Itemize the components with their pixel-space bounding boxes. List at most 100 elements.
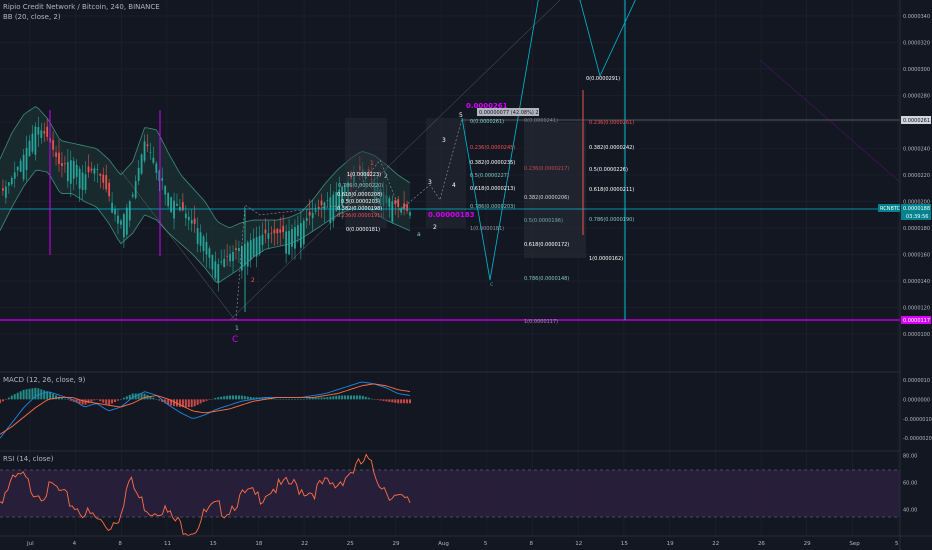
macd-bar xyxy=(332,396,335,400)
candle-body xyxy=(64,163,66,165)
countdown-badge-bg xyxy=(901,212,931,220)
macd-bar xyxy=(137,393,140,400)
macd-bar xyxy=(28,388,31,400)
candle-body xyxy=(255,237,258,257)
chart-title: Ripio Credit Network / Bitcoin, 240, BIN… xyxy=(3,3,160,11)
candle-body xyxy=(34,126,37,155)
macd-legend[interactable]: MACD (12, 26, close, 9) xyxy=(3,376,86,384)
macd-tick: -0.0000010 xyxy=(903,417,932,423)
macd-bar xyxy=(116,399,119,401)
rsi-pane[interactable] xyxy=(0,453,900,537)
candle-body xyxy=(75,164,78,177)
candle-body xyxy=(267,233,270,240)
price-tick: 0.0000120 xyxy=(903,306,930,312)
macd-bar xyxy=(187,399,190,408)
projection-path xyxy=(461,0,636,281)
macd-bar xyxy=(246,396,249,400)
wave-label: C xyxy=(232,335,238,345)
candle-body xyxy=(279,229,282,233)
macd-bar xyxy=(299,399,302,400)
wave-label: a xyxy=(417,231,421,238)
fib-label: 0.786(0.0000190) xyxy=(589,217,634,223)
candle-body xyxy=(96,169,99,170)
candle-body xyxy=(261,234,264,245)
rsi-legend[interactable]: RSI (14, close) xyxy=(3,455,54,463)
macd-bar xyxy=(13,394,16,400)
macd-bar xyxy=(394,399,397,403)
fib-zones xyxy=(345,118,586,258)
fib-label: 0.236(0.0000217) xyxy=(524,166,569,172)
macd-bar xyxy=(211,398,214,400)
price-axis-bg xyxy=(900,0,932,550)
candle-body xyxy=(87,166,90,173)
candle-body xyxy=(270,232,273,234)
macd-signal-line xyxy=(0,383,411,435)
macd-bar xyxy=(276,399,279,400)
candle-body xyxy=(137,167,140,181)
wave-label: 5 xyxy=(459,112,463,119)
macd-bar xyxy=(288,399,291,400)
macd-bar xyxy=(335,395,338,400)
price-tick: 0.0000200 xyxy=(903,200,930,206)
macd-bar xyxy=(19,391,22,400)
macd-bar xyxy=(208,399,211,400)
fib-label: 0.5(0.0000203) xyxy=(341,199,380,205)
time-tick: 12 xyxy=(575,541,582,547)
candle-body xyxy=(37,127,40,135)
candle-body xyxy=(40,130,43,138)
candle-body xyxy=(276,228,279,234)
fib-zone-1 xyxy=(345,118,387,228)
wave-label: 2 xyxy=(384,173,388,180)
macd-bar xyxy=(367,397,370,400)
time-tick: Jul xyxy=(26,541,34,547)
macd-bar xyxy=(279,399,282,400)
macd-bar xyxy=(143,393,146,400)
fib-zone-2 xyxy=(426,118,466,228)
time-axis[interactable]: Jul 4 8 11 15 18 22 25 29 Aug 5 8 12 15 19 22 26 29 Sep 5 xyxy=(0,535,932,547)
candle-body xyxy=(149,151,152,153)
candle-body xyxy=(81,172,84,191)
candle-body xyxy=(232,251,234,262)
candle-body xyxy=(326,199,329,201)
candle-body xyxy=(61,163,63,166)
wave-label: 3 xyxy=(428,179,432,186)
candle-body xyxy=(285,231,287,254)
macd-bar xyxy=(403,399,406,404)
bb-legend[interactable]: BB (20, close, 2) xyxy=(3,13,61,21)
fib-label: 0.618(0.0000211) xyxy=(589,187,634,193)
macd-bar xyxy=(34,387,37,400)
candle-body xyxy=(13,172,16,179)
time-tick: 26 xyxy=(758,541,765,547)
macd-bar xyxy=(43,390,46,400)
candle-body xyxy=(282,225,285,233)
price-axis[interactable]: 0.0000340 0.0000320 0.0000300 0.0000280 0.00… xyxy=(878,0,932,550)
macd-bar xyxy=(4,399,7,400)
candle-body xyxy=(199,232,202,246)
price-pane[interactable]: 1(0.0000223) 0.786(0.0000220) 0.618(0.00… xyxy=(0,0,932,345)
macd-bar xyxy=(40,389,43,400)
time-tick: 25 xyxy=(347,541,354,547)
candle-body xyxy=(211,254,214,270)
macd-bar xyxy=(202,399,205,403)
macd-tick: 0.0000010 xyxy=(903,378,930,384)
level-badge: 0.0000261 xyxy=(466,102,508,110)
macd-bar xyxy=(181,399,184,408)
macd-bar xyxy=(406,399,409,404)
fib-label: 0(0.0000261) xyxy=(470,119,504,125)
candle-body xyxy=(291,228,293,247)
candle-body xyxy=(320,200,323,206)
candle-body xyxy=(332,194,335,221)
macd-bar xyxy=(167,399,170,405)
macd-bar xyxy=(178,399,181,407)
candle-body xyxy=(196,228,199,244)
fib-label: 0.382(0.0000242) xyxy=(589,145,634,151)
rsi-line xyxy=(0,453,411,537)
fib-label: 0.5(0.0000196) xyxy=(524,218,563,224)
macd-bar xyxy=(388,399,391,402)
macd-pane[interactable] xyxy=(0,381,411,439)
macd-bar xyxy=(93,399,96,401)
macd-bar xyxy=(22,389,25,400)
drawing-lines xyxy=(0,0,932,321)
elliott-wave-path xyxy=(235,117,463,321)
